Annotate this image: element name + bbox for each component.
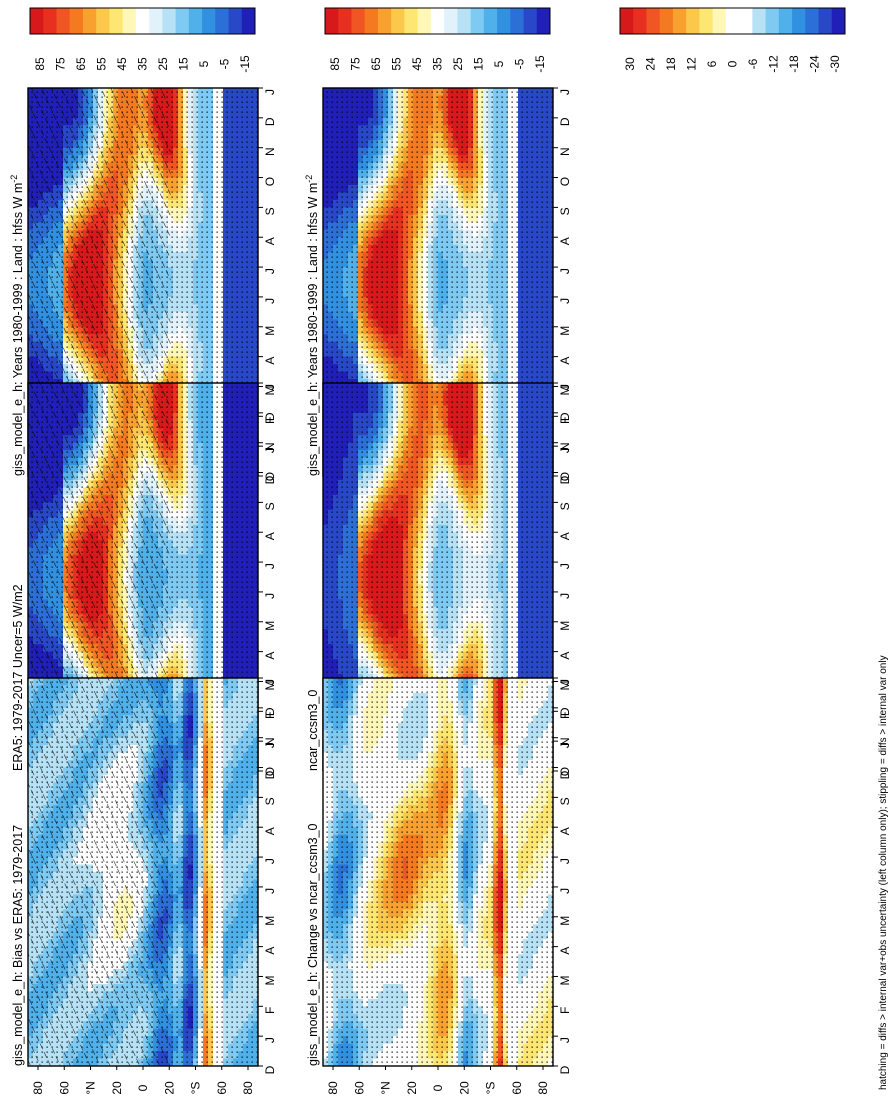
x-tick-label: N bbox=[558, 147, 572, 156]
panel-title-superscript: -2 bbox=[304, 175, 314, 183]
x-tick-label: J bbox=[263, 89, 277, 95]
x-tick-label: J bbox=[263, 447, 277, 453]
x-tick-label: S bbox=[558, 207, 572, 215]
x-tick-label: J bbox=[558, 298, 572, 304]
x-tick-label: D bbox=[263, 475, 277, 484]
x-tick-label: O bbox=[558, 177, 572, 186]
x-tick-label: J bbox=[558, 447, 572, 453]
x-tick-label: F bbox=[263, 417, 277, 424]
panel-title: giss_model_e_h: Years 1980-1999 : Land :… bbox=[9, 175, 25, 476]
x-tick-label: J bbox=[558, 268, 572, 274]
x-tick-label: F bbox=[558, 417, 572, 424]
panel-title: giss_model_e_h: Years 1980-1999 : Land :… bbox=[304, 175, 320, 476]
x-tick-label: D bbox=[263, 117, 277, 126]
x-tick-label: M bbox=[263, 326, 277, 336]
x-tick-label: A bbox=[558, 237, 572, 245]
x-tick-label: D bbox=[558, 117, 572, 126]
x-tick-label: M bbox=[558, 385, 572, 395]
x-tick-label: O bbox=[263, 177, 277, 186]
panel-title-superscript: -2 bbox=[9, 175, 19, 183]
x-tick-label: N bbox=[263, 147, 277, 156]
x-tick-label: J bbox=[558, 89, 572, 95]
x-tick-label: D bbox=[558, 475, 572, 484]
x-tick-label: A bbox=[263, 237, 277, 245]
x-tick-label: A bbox=[558, 357, 572, 365]
x-tick-label: S bbox=[263, 207, 277, 215]
x-tick-label: A bbox=[263, 357, 277, 365]
panel-grid: DJFMAMJJASONDJ8060°N20020°S6080giss_mode… bbox=[9, 87, 572, 1095]
x-tick-label: M bbox=[558, 326, 572, 336]
x-tick-label: M bbox=[263, 385, 277, 395]
x-tick-label: J bbox=[263, 268, 277, 274]
x-tick-label: J bbox=[263, 298, 277, 304]
